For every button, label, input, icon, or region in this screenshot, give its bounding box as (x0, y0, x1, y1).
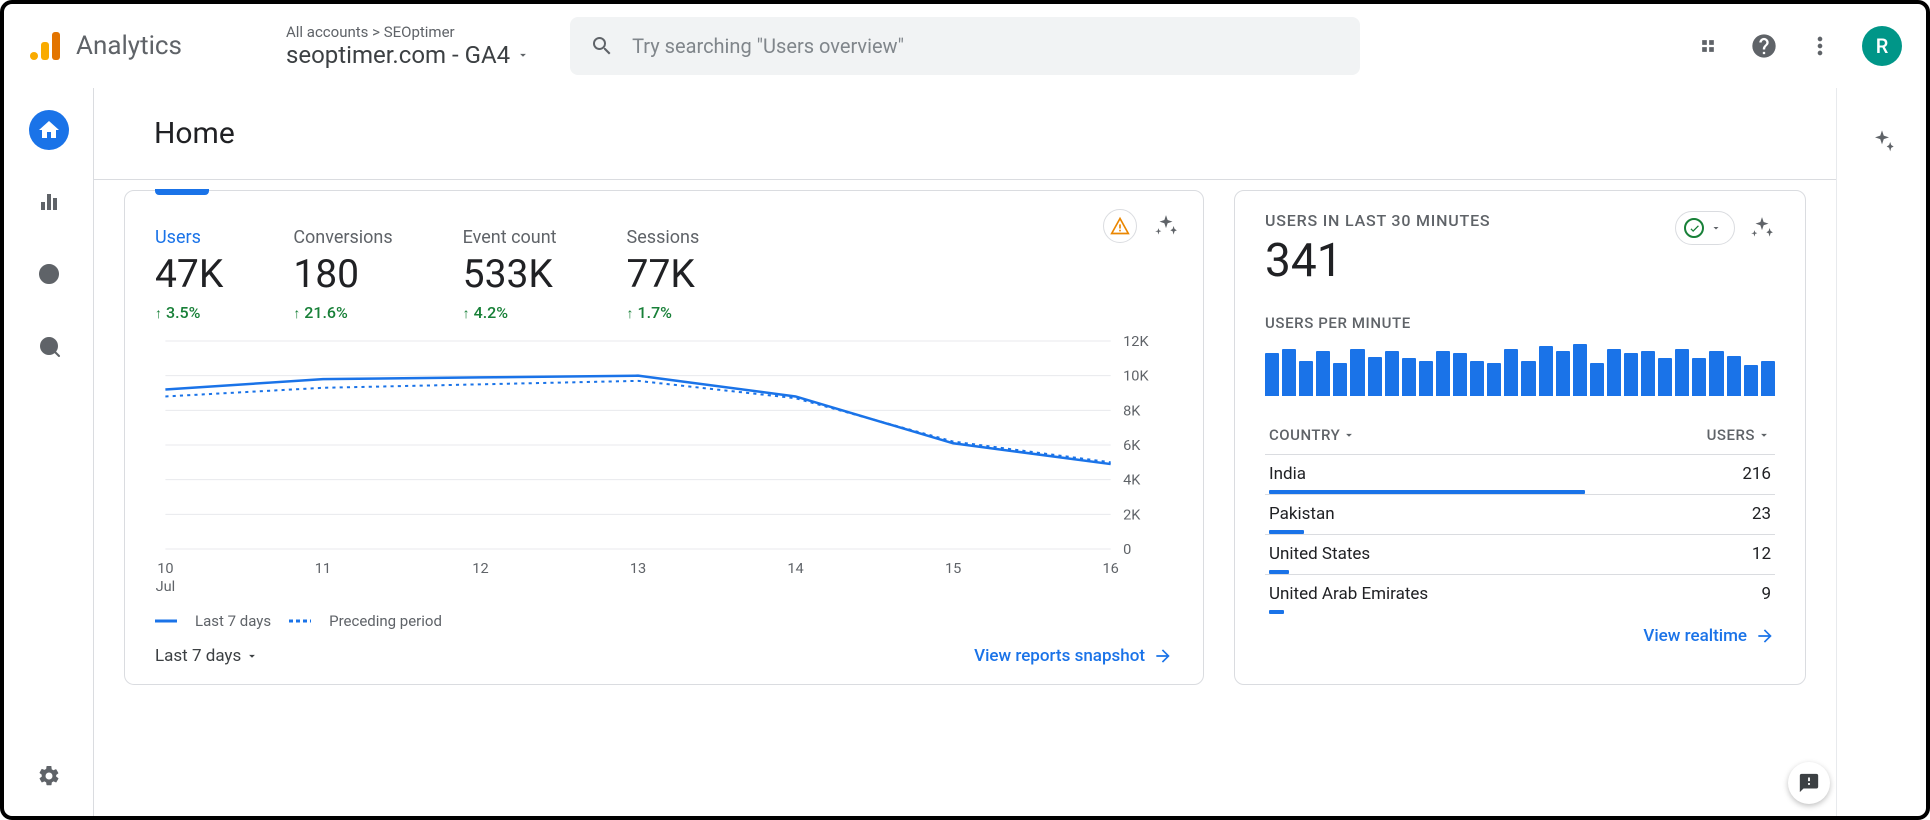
header-actions: R (1694, 26, 1902, 66)
svg-text:10K: 10K (1123, 369, 1149, 385)
main-content: Home Users 47K ↑ 3.5% Conversions 180 ↑ 2… (94, 88, 1836, 816)
feedback-button[interactable] (1788, 762, 1830, 804)
metric-sessions[interactable]: Sessions 77K ↑ 1.7% (627, 211, 700, 322)
legend-current: Last 7 days (195, 612, 271, 630)
metric-label: Event count (463, 227, 557, 249)
country-cell: India (1269, 464, 1306, 484)
arrow-right-icon (1153, 646, 1173, 666)
svg-text:12K: 12K (1123, 336, 1149, 350)
svg-text:4K: 4K (1123, 473, 1140, 489)
legend-prev: Preceding period (329, 612, 442, 630)
svg-text:11: 11 (315, 561, 331, 577)
view-realtime-link[interactable]: View realtime (1643, 626, 1775, 646)
property-name: seoptimer.com - GA4 (286, 41, 510, 69)
metric-conversions[interactable]: Conversions 180 ↑ 21.6% (293, 211, 392, 322)
chart-legend: Last 7 days Preceding period (155, 612, 1173, 630)
country-cell: United States (1269, 544, 1370, 564)
anomaly-icon[interactable] (1103, 209, 1137, 243)
svg-text:8K: 8K (1123, 404, 1140, 420)
svg-text:Jul: Jul (156, 579, 176, 595)
users-per-minute-label: USERS PER MINUTE (1265, 314, 1775, 332)
users-cell: 9 (1761, 584, 1771, 604)
insights-rail (1836, 88, 1926, 816)
logo-area: Analytics (28, 28, 256, 64)
product-name: Analytics (76, 31, 182, 61)
chevron-down-icon (1710, 222, 1722, 234)
realtime-value: 341 (1265, 234, 1490, 288)
table-row[interactable]: United States 12 (1265, 534, 1775, 574)
svg-text:0: 0 (1123, 542, 1131, 558)
nav-sidebar (4, 88, 94, 816)
realtime-status-pill[interactable] (1675, 211, 1735, 245)
users-cell: 216 (1742, 464, 1771, 484)
users-col-head[interactable]: USERS (1707, 426, 1771, 444)
metric-label: Users (155, 227, 223, 249)
analytics-logo (28, 28, 64, 64)
sparkle-icon[interactable] (1153, 213, 1179, 239)
metric-delta: ↑ 21.6% (293, 303, 392, 322)
search-placeholder: Try searching "Users overview" (632, 34, 904, 58)
sparkle-icon[interactable] (1749, 215, 1775, 241)
metric-label: Sessions (627, 227, 700, 249)
property-selector[interactable]: All accounts > SEOptimer seoptimer.com -… (276, 23, 540, 69)
users-cell: 12 (1752, 544, 1771, 564)
metric-value: 533K (463, 251, 557, 297)
users-per-minute-chart (1265, 344, 1775, 396)
table-row[interactable]: India 216 (1265, 454, 1775, 494)
search-icon (590, 34, 614, 58)
metric-value: 180 (293, 251, 392, 297)
users-cell: 23 (1752, 504, 1771, 524)
country-col-head[interactable]: COUNTRY (1269, 426, 1356, 444)
arrow-right-icon (1755, 626, 1775, 646)
app-header: Analytics All accounts > SEOptimer seopt… (4, 4, 1926, 88)
insights-icon[interactable] (1868, 128, 1896, 156)
breadcrumb: All accounts > SEOptimer (286, 23, 530, 41)
metric-value: 77K (627, 251, 700, 297)
svg-text:10: 10 (157, 561, 173, 577)
chevron-down-icon (516, 48, 530, 62)
metric-users[interactable]: Users 47K ↑ 3.5% (155, 211, 223, 322)
realtime-card: USERS IN LAST 30 MINUTES 341 USERS PER M… (1234, 190, 1806, 685)
users-chart: 0 2K 4K 6K 8K 10K 12K 10 11 12 13 14 15 16 Jul (155, 336, 1173, 604)
svg-text:12: 12 (472, 561, 488, 577)
svg-text:14: 14 (787, 561, 803, 577)
metric-label: Conversions (293, 227, 392, 249)
page-title: Home (154, 116, 235, 151)
nav-explore[interactable] (29, 254, 69, 294)
metric-delta: ↑ 1.7% (627, 303, 700, 322)
nav-admin[interactable] (29, 756, 69, 796)
search-input[interactable]: Try searching "Users overview" (570, 17, 1360, 75)
table-row[interactable]: United Arab Emirates 9 (1265, 574, 1775, 614)
avatar[interactable]: R (1862, 26, 1902, 66)
nav-reports[interactable] (29, 182, 69, 222)
country-cell: Pakistan (1269, 504, 1335, 524)
metric-delta: ↑ 3.5% (155, 303, 223, 322)
apps-icon[interactable] (1694, 32, 1722, 60)
realtime-title: USERS IN LAST 30 MINUTES (1265, 211, 1490, 230)
metric-value: 47K (155, 251, 223, 297)
table-row[interactable]: Pakistan 23 (1265, 494, 1775, 534)
overview-card: Users 47K ↑ 3.5% Conversions 180 ↑ 21.6% E… (124, 190, 1204, 685)
help-icon[interactable] (1750, 32, 1778, 60)
svg-text:6K: 6K (1123, 438, 1140, 454)
svg-text:15: 15 (945, 561, 961, 577)
svg-text:2K: 2K (1123, 508, 1140, 524)
metric-event-count[interactable]: Event count 533K ↑ 4.2% (463, 211, 557, 322)
view-reports-link[interactable]: View reports snapshot (974, 646, 1173, 666)
chevron-down-icon (245, 649, 259, 663)
nav-advertising[interactable] (29, 326, 69, 366)
svg-text:13: 13 (630, 561, 646, 577)
date-range-selector[interactable]: Last 7 days (155, 646, 259, 666)
metric-delta: ↑ 4.2% (463, 303, 557, 322)
more-vert-icon[interactable] (1806, 32, 1834, 60)
country-cell: United Arab Emirates (1269, 584, 1428, 604)
nav-home[interactable] (29, 110, 69, 150)
svg-text:16: 16 (1102, 561, 1118, 577)
